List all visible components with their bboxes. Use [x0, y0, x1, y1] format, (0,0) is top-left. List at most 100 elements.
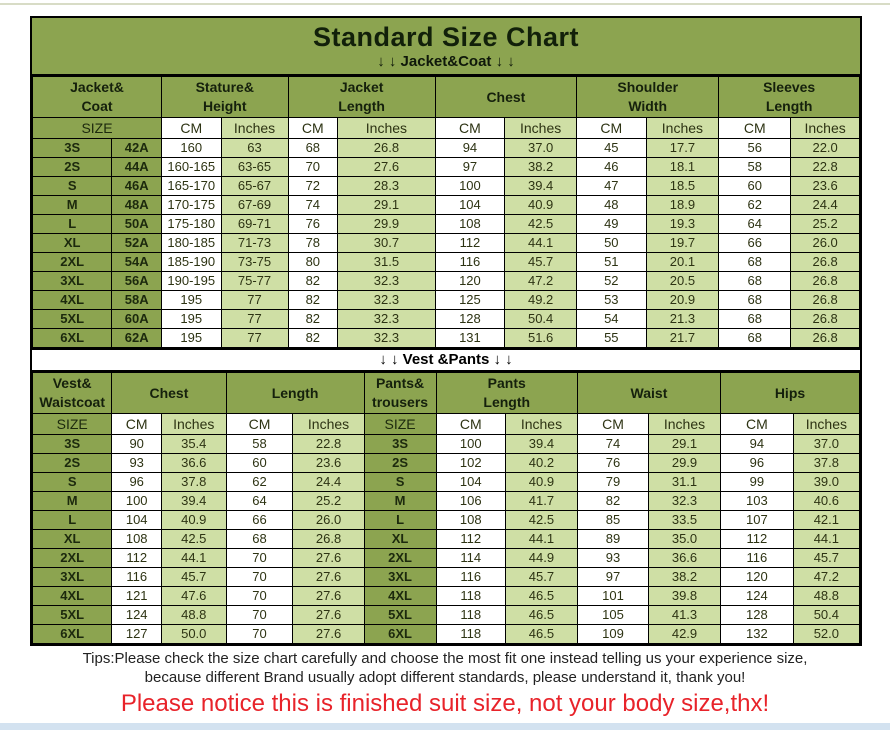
cm-value-cell: 112 [111, 548, 162, 568]
vest-pants-table: Vest& Waistcoat Chest Length Pants& trou… [31, 372, 861, 644]
cm-header-cell: CM [576, 117, 647, 139]
size-row: L 104 40.9 66 26.0 L 108 42.5 85 33.5 107 42.1 [31, 510, 861, 530]
column-group-waist: Waist [576, 372, 721, 414]
in-value-cell: 32.3 [648, 491, 721, 511]
in-value-cell: 40.6 [792, 491, 861, 511]
in-value-cell: 21.7 [645, 328, 720, 348]
size-cell: 6XL [363, 624, 437, 644]
size-row: 6XL 127 50.0 70 27.6 6XL 118 46.5 109 42.9 132 52.0 [31, 624, 861, 644]
size-cell: 2XL [31, 548, 113, 568]
size-row: XL 52A 180-185 71-73 78 30.7 112 44.1 50 19.7 66 26… [31, 233, 860, 253]
in-value-cell: 27.6 [292, 624, 365, 644]
size-cell: 3XL [31, 271, 113, 291]
tips-line-2: because different Brand usually adopt di… [144, 669, 746, 686]
column-group-pants-trousers: Pants& trousers [363, 372, 437, 414]
in-value-cell: 44.1 [161, 548, 227, 568]
in-value-cell: 39.4 [161, 491, 227, 511]
cm-value-cell: 106 [435, 491, 506, 511]
in-value-cell: 18.9 [645, 195, 720, 215]
cm-value-cell: 103 [719, 491, 794, 511]
size-cell: 3XL [31, 567, 113, 587]
inches-header-cell: Inches [790, 117, 860, 139]
in-value-cell: 27.6 [337, 157, 436, 177]
cm-value-cell: 104 [111, 510, 162, 530]
size-cell: M [31, 195, 113, 215]
size-cell: 5XL [363, 605, 437, 625]
in-value-cell: 48.8 [792, 586, 861, 606]
in-value-cell: 29.1 [648, 434, 721, 454]
cm-value-cell: 124 [719, 586, 794, 606]
cm-value-cell: 68 [718, 328, 792, 348]
group-header-row: Vest& Waistcoat Chest Length Pants& trou… [31, 372, 861, 414]
in-value-cell: 77 [220, 309, 289, 329]
inches-header-cell: Inches [648, 413, 721, 435]
in-value-cell: 63-65 [220, 157, 289, 177]
in-value-cell: 40.2 [504, 453, 578, 473]
in-value-cell: 47.6 [161, 586, 227, 606]
inches-header-cell: Inches [337, 117, 436, 139]
cm-value-cell: 68 [718, 309, 792, 329]
column-group-hips: Hips [719, 372, 861, 414]
cm-value-cell: 118 [435, 586, 506, 606]
in-value-cell: 32.3 [337, 271, 436, 291]
unit-header-row: SIZE CM Inches CM Inches CM Inches CM In… [32, 117, 860, 139]
in-value-cell: 27.6 [292, 586, 365, 606]
cm-value-cell: 185-190 [161, 252, 222, 272]
cm-value-cell: 66 [718, 233, 792, 253]
size-cell: 2S [31, 453, 113, 473]
in-value-cell: 35.0 [648, 529, 721, 549]
cm-value-cell: 85 [576, 510, 650, 530]
in-value-cell: 27.6 [292, 548, 365, 568]
size-cell: L [363, 510, 437, 530]
size-cell: 54A [111, 252, 162, 272]
in-value-cell: 32.3 [337, 328, 436, 348]
in-value-cell: 22.8 [292, 434, 365, 454]
cm-value-cell: 60 [718, 176, 792, 196]
cm-value-cell: 195 [161, 309, 222, 329]
in-value-cell: 25.2 [292, 491, 365, 511]
size-cell: 4XL [31, 586, 113, 606]
cm-value-cell: 112 [719, 529, 794, 549]
size-cell: 48A [111, 195, 162, 215]
in-value-cell: 39.4 [504, 434, 578, 454]
jacket-coat-banner: ↓ ↓ Jacket&Coat ↓ ↓ [377, 53, 515, 70]
size-cell: 58A [111, 290, 162, 310]
in-value-cell: 40.9 [504, 195, 578, 215]
page-title: Standard Size Chart [312, 22, 580, 52]
cm-value-cell: 82 [287, 271, 339, 291]
cm-value-cell: 82 [287, 309, 339, 329]
size-header-cell: SIZE [363, 413, 437, 435]
inches-header-cell: Inches [792, 413, 861, 435]
size-chart-frame: Standard Size Chart ↓ ↓ Jacket&Coat ↓ ↓ … [30, 16, 862, 646]
size-row: 4XL 121 47.6 70 27.6 4XL 118 46.5 101 39.8 124 48.8 [31, 586, 861, 606]
cm-value-cell: 47 [576, 176, 647, 196]
cm-value-cell: 100 [111, 491, 162, 511]
in-value-cell: 35.4 [161, 434, 227, 454]
in-value-cell: 26.8 [292, 529, 365, 549]
in-value-cell: 22.0 [790, 138, 860, 158]
cm-value-cell: 76 [576, 453, 650, 473]
unit-header-row: SIZE CM Inches CM Inches SIZE CM Inches … [31, 413, 861, 435]
size-cell: 46A [111, 176, 162, 196]
in-value-cell: 42.9 [648, 624, 721, 644]
cm-value-cell: 54 [576, 309, 647, 329]
cm-value-cell: 165-170 [161, 176, 222, 196]
vest-pants-table-body: 3S 90 35.4 58 22.8 3S 100 39.4 74 29.1 94 37.0 2S 93 3… [31, 434, 861, 644]
in-value-cell: 26.8 [337, 138, 436, 158]
cm-value-cell: 175-180 [161, 214, 222, 234]
size-cell: 50A [111, 214, 162, 234]
size-cell: 6XL [31, 328, 113, 348]
cm-value-cell: 160 [161, 138, 222, 158]
size-row: 3XL 56A 190-195 75-77 82 32.3 120 47.2 52 20.5 68 2… [31, 271, 860, 291]
column-group-pants-length: Pants Length [435, 372, 578, 414]
bottom-edge-strip [0, 723, 890, 730]
inches-header-cell: Inches [645, 117, 720, 139]
cm-value-cell: 50 [576, 233, 647, 253]
cm-header-cell: CM [434, 117, 506, 139]
cm-value-cell: 116 [435, 567, 506, 587]
cm-value-cell: 64 [225, 491, 294, 511]
size-cell: 2XL [363, 548, 437, 568]
in-value-cell: 44.9 [504, 548, 578, 568]
size-cell: 2S [31, 157, 113, 177]
